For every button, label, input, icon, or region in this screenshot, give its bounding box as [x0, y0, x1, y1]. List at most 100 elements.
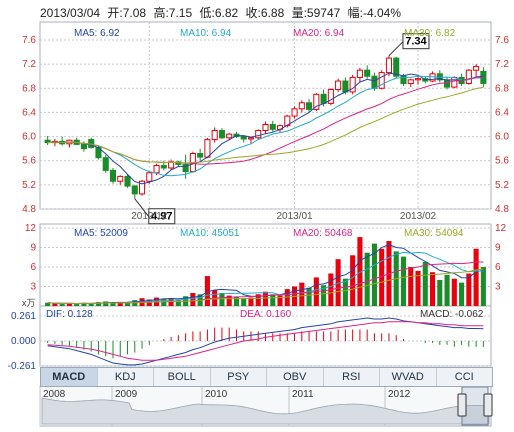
- candle-body: [247, 137, 255, 140]
- candle-body: [117, 175, 124, 182]
- candle-body: [204, 139, 211, 158]
- candle-body: [80, 143, 87, 150]
- tab-psy[interactable]: PSY: [211, 368, 267, 386]
- overview-year-label: 2009: [115, 389, 138, 400]
- volume-bar: [81, 302, 87, 306]
- price-y-tick-right: 4.8: [495, 204, 509, 215]
- volume-bar: [451, 278, 457, 306]
- volume-bar: [459, 282, 465, 306]
- tab-obv[interactable]: OBV: [267, 368, 324, 386]
- candle-body: [109, 169, 117, 182]
- macd-y-tick: 0.000: [11, 336, 36, 347]
- volume-bar: [342, 278, 348, 306]
- volume-bar: [284, 289, 290, 306]
- candle-body: [335, 80, 342, 90]
- volume-bar: [103, 301, 109, 306]
- volume-bar: [299, 282, 305, 306]
- candle-body: [211, 130, 218, 141]
- macd-dea-label: DEA: 0.160: [240, 309, 292, 320]
- volume-bar: [233, 296, 239, 306]
- overview-left-handle[interactable]: [457, 393, 467, 417]
- candle-body: [393, 57, 400, 77]
- quote-header: 2013/03/04 开:7.08 高:7.15 低:6.82 收:6.88 量…: [40, 4, 405, 21]
- volume-bar: [59, 304, 65, 306]
- volume-bar: [350, 255, 356, 306]
- quote-change: 幅:-4.04%: [347, 6, 402, 20]
- candle-body: [131, 185, 138, 195]
- price-ma10-line: [47, 75, 484, 177]
- volume-bar: [168, 298, 174, 306]
- high-callout-box: [402, 33, 430, 50]
- candle-body: [385, 57, 393, 74]
- macd-y-tick: -0.261: [8, 361, 37, 372]
- price-y-tick-left: 6.8: [22, 83, 36, 94]
- volume-bar: [241, 298, 247, 306]
- candle-body: [306, 102, 313, 110]
- tab-kdj[interactable]: KDJ: [98, 368, 154, 386]
- price-y-tick-right: 6.0: [495, 132, 509, 143]
- price-panel-frame: [39, 21, 492, 210]
- volume-bar: [255, 294, 261, 306]
- quote-date: 2013/03/04: [40, 6, 101, 20]
- volume-bar: [437, 280, 443, 306]
- volume-ma20-label: MA20: 50468: [293, 228, 353, 239]
- candle-body: [371, 75, 378, 89]
- candle-body: [269, 124, 276, 130]
- price-x-label: 2012/12: [131, 211, 168, 222]
- candle-body: [138, 180, 146, 195]
- volume-bar: [379, 248, 385, 306]
- quote-open: 开:7.08: [107, 6, 147, 20]
- volume-bar: [95, 302, 102, 306]
- candle-body: [407, 79, 414, 84]
- volume-bar: [146, 299, 152, 306]
- volume-bar: [66, 303, 72, 306]
- tab-boll[interactable]: BOLL: [154, 368, 211, 386]
- price-y-tick-right: 7.6: [495, 35, 509, 46]
- volume-y-tick-right: 9: [495, 243, 501, 254]
- candle-body: [182, 163, 189, 173]
- macd-dea-line: [47, 321, 484, 361]
- volume-bar: [52, 303, 58, 306]
- tab-cci[interactable]: CCI: [454, 371, 474, 383]
- volume-bar: [466, 273, 472, 306]
- candle-body: [197, 152, 204, 158]
- tab-macd[interactable]: MACD: [41, 368, 98, 386]
- price-y-tick-left: 4.8: [22, 204, 36, 215]
- price-ma5-label: MA5: 6.92: [74, 28, 120, 39]
- tab-rsi[interactable]: RSI: [324, 368, 380, 386]
- tab-wvad[interactable]: WVAD: [380, 368, 437, 386]
- volume-unit-label: x万: [22, 298, 36, 308]
- volume-bar: [306, 287, 312, 306]
- price-y-tick-right: 6.4: [495, 107, 509, 118]
- low-callout-text: 4.97: [151, 211, 172, 223]
- volume-ma5-label: MA5: 52009: [74, 228, 128, 239]
- volume-bar: [444, 274, 450, 306]
- volume-bar: [364, 252, 370, 306]
- macd-value-label: MACD: -0.062: [420, 309, 484, 320]
- price-y-tick-left: 6.4: [22, 107, 36, 118]
- volume-y-tick-right: 6: [495, 262, 501, 273]
- low-callout-box: [148, 208, 176, 225]
- volume-bar: [248, 297, 254, 306]
- volume-bar: [175, 299, 181, 306]
- volume-bar: [429, 272, 436, 306]
- volume-ma30-line: [47, 268, 484, 305]
- volume-ma30-label: MA30: 54094: [404, 228, 464, 239]
- overview-year-label: 2011: [292, 389, 314, 400]
- price-y-tick-right: 6.8: [495, 83, 509, 94]
- volume-bar: [321, 285, 327, 306]
- price-y-tick-right: 5.6: [495, 156, 509, 167]
- overview-right-handle[interactable]: [483, 393, 493, 417]
- volume-bar: [124, 302, 131, 306]
- overview-year-label: 2008: [43, 389, 66, 400]
- candle-body: [146, 172, 153, 182]
- candle-body: [378, 72, 385, 89]
- volume-bar: [422, 261, 428, 306]
- macd-dif-label: DIF: 0.128: [46, 309, 93, 320]
- price-y-tick-left: 5.2: [22, 180, 36, 191]
- volume-bar: [190, 293, 196, 306]
- volume-bar: [277, 295, 283, 306]
- volume-y-tick-left: 12: [25, 223, 37, 234]
- candle-body: [342, 80, 349, 93]
